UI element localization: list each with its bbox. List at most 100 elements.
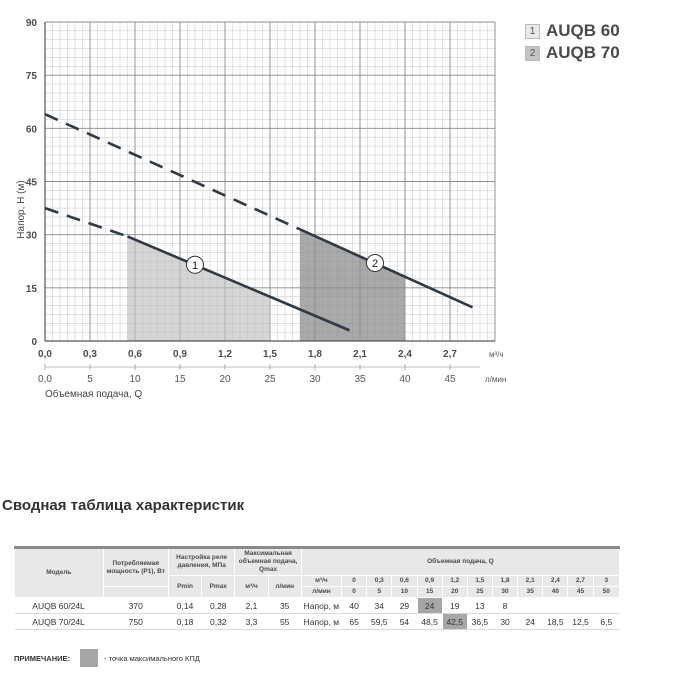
y-tick-label: 90	[26, 18, 38, 29]
cell-head: 12,5	[567, 613, 594, 630]
cell-head: 65	[341, 613, 368, 630]
x-tick-label-m3: 1,8	[308, 349, 322, 360]
cell-head	[593, 597, 621, 614]
cell-head: 24	[417, 597, 443, 614]
x-tick-label-m3: 2,1	[353, 349, 367, 360]
x-axis-title: Объемная подача, Q	[45, 388, 142, 400]
cell-head	[517, 597, 544, 614]
x-tick-label-lmin: 0,0	[38, 374, 52, 385]
x-tick-label-m3: 2,7	[443, 349, 457, 360]
cell-model: AUQB 70/24L	[14, 613, 104, 630]
th-pmin: Pmin	[167, 575, 203, 598]
cell-head: 42,5	[442, 613, 468, 630]
cell-qmax-lmin: 55	[268, 613, 302, 630]
y-tick-label: 30	[26, 231, 38, 242]
legend-item-auqb60: 1 AUQB 60	[525, 20, 620, 42]
th-flow-m3-value: 1,5	[466, 575, 493, 587]
th-flow-m3-value: 3	[592, 575, 621, 587]
legend-badge-1: 1	[525, 23, 540, 39]
cell-power: 750	[103, 613, 169, 630]
cell-head: 29	[391, 597, 418, 614]
cell-qmax-m3: 2,1	[234, 597, 269, 614]
th-flow-m3-value: 0	[341, 575, 368, 587]
cell-head: 19	[442, 597, 468, 614]
cell-head: 59,5	[366, 613, 393, 630]
th-flow-m3-value: 0,9	[416, 575, 443, 587]
cell-pmin: 0,14	[168, 597, 203, 614]
table-row: AUQB 60/24L 370 0,14 0,28 2,1 35 Напор, м 40 34 2…	[14, 597, 621, 614]
cell-head	[542, 597, 569, 614]
x-tick-label-lmin: 35	[354, 374, 366, 385]
table-section-title: Сводная таблица характеристик	[2, 497, 245, 514]
th-model: Модель	[14, 546, 104, 598]
curve-badge-text-1: 1	[192, 260, 198, 272]
th-qmax-lmin: л/мин	[267, 575, 302, 598]
th-flow-m3-value: 2,7	[567, 575, 594, 587]
cell-pmax: 0,32	[201, 613, 236, 630]
x-unit-lmin: л/мин	[485, 375, 506, 384]
th-flow-m3-label: м³/ч	[300, 575, 343, 587]
y-tick-label: 0	[31, 337, 37, 348]
x-tick-label-m3: 0,6	[128, 349, 142, 360]
th-flow-lmin-value: 30	[491, 586, 519, 598]
note-text: - точка максимального КПД	[104, 653, 200, 663]
curve-dashed-1	[44, 206, 128, 238]
table-row: AUQB 70/24L 750 0,18 0,32 3,3 55 Напор, м 65 59,…	[14, 613, 621, 630]
efficiency-area-2	[300, 229, 405, 341]
x-tick-label-lmin: 5	[87, 374, 93, 385]
th-flow-lmin-value: 25	[466, 586, 493, 598]
y-tick-label: 15	[26, 284, 38, 295]
legend-item-auqb70: 2 AUQB 70	[525, 42, 620, 64]
x-tick-label-m3: 0,0	[38, 349, 52, 360]
th-power-blank	[102, 586, 169, 598]
x-unit-m3: м³/ч	[489, 350, 504, 359]
th-flow-m3-value: 0,3	[366, 575, 393, 587]
th-flow-lmin-value: 10	[391, 586, 418, 598]
th-flow-lmin-value: 15	[416, 586, 443, 598]
curve-badge-2	[366, 254, 384, 273]
th-flow-lmin-value: 20	[441, 586, 468, 598]
th-flow-m3-value: 1,2	[441, 575, 468, 587]
curve-solid-1	[126, 235, 351, 332]
legend-label-auqb70: AUQB 70	[546, 43, 620, 62]
cell-head: 18,5	[542, 613, 569, 630]
th-qmax: Максимальная объемная подача, Qmax	[234, 546, 302, 576]
th-relay: Настройка реле давления, МПа	[167, 546, 236, 576]
x-tick-label-lmin: 25	[264, 374, 276, 385]
cell-head: 8	[492, 597, 519, 614]
th-flow-m3-value: 1,8	[491, 575, 519, 587]
y-tick-label: 45	[26, 178, 38, 189]
x-tick-label-m3: 1,2	[218, 349, 232, 360]
note-label: ПРИМЕЧАНИЕ:	[14, 653, 71, 663]
th-flow-lmin-value: 5	[366, 586, 393, 598]
cell-head-label: Напор, м	[301, 613, 343, 630]
cell-head: 34	[366, 597, 393, 614]
x-tick-label-m3: 1,5	[263, 349, 277, 360]
th-flow-lmin-value: 0	[341, 586, 368, 598]
th-flow-lmin-value: 35	[517, 586, 544, 598]
th-flow-lmin-value: 45	[567, 586, 594, 598]
efficiency-shading	[127, 229, 405, 341]
note: ПРИМЕЧАНИЕ: - точка максимального КПД	[14, 649, 200, 667]
x-tick-label-lmin: 40	[399, 374, 411, 385]
th-flow: Объемная подача, Q	[300, 546, 621, 576]
th-flow-lmin-value: 50	[592, 586, 621, 598]
cell-head	[567, 597, 594, 614]
chart-legend: 1 AUQB 60 2 AUQB 70	[525, 20, 620, 64]
cell-head: 40	[341, 597, 368, 614]
chart-grid	[44, 21, 496, 342]
x-tick-label-lmin: 45	[444, 374, 456, 385]
y-axis-title: Напор, H (м)	[16, 180, 27, 238]
cell-head: 30	[492, 613, 519, 630]
cell-head: 48,5	[417, 613, 443, 630]
legend-badge-2: 2	[525, 45, 540, 61]
th-flow-m3-value: 2,4	[542, 575, 569, 587]
cell-head-label: Напор, м	[301, 597, 343, 614]
cell-head: 13	[467, 597, 493, 614]
x-tick-label-m3: 0,3	[83, 349, 97, 360]
cell-pmin: 0,18	[168, 613, 203, 630]
y-tick-label: 75	[26, 71, 38, 82]
th-power: Потребляемая мощность (P1), Вт	[102, 546, 169, 587]
efficiency-area-1	[127, 236, 270, 341]
